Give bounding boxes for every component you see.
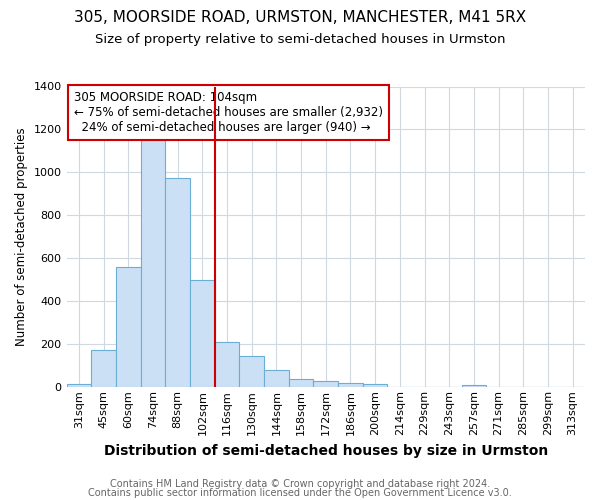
Bar: [289, 378, 313, 388]
Bar: [67, 384, 91, 388]
Bar: [116, 267, 140, 388]
Bar: [91, 350, 116, 388]
Text: Contains HM Land Registry data © Crown copyright and database right 2024.: Contains HM Land Registry data © Crown c…: [110, 479, 490, 489]
Text: 305 MOORSIDE ROAD: 104sqm
← 75% of semi-detached houses are smaller (2,932)
  24: 305 MOORSIDE ROAD: 104sqm ← 75% of semi-…: [74, 91, 383, 134]
X-axis label: Distribution of semi-detached houses by size in Urmston: Distribution of semi-detached houses by …: [104, 444, 548, 458]
Bar: [461, 385, 486, 388]
Bar: [165, 178, 190, 388]
Bar: [190, 280, 215, 388]
Text: 305, MOORSIDE ROAD, URMSTON, MANCHESTER, M41 5RX: 305, MOORSIDE ROAD, URMSTON, MANCHESTER,…: [74, 10, 526, 25]
Bar: [239, 356, 264, 388]
Bar: [338, 383, 363, 388]
Bar: [313, 381, 338, 388]
Bar: [140, 140, 165, 388]
Bar: [363, 384, 388, 388]
Text: Size of property relative to semi-detached houses in Urmston: Size of property relative to semi-detach…: [95, 32, 505, 46]
Text: Contains public sector information licensed under the Open Government Licence v3: Contains public sector information licen…: [88, 488, 512, 498]
Bar: [264, 370, 289, 388]
Y-axis label: Number of semi-detached properties: Number of semi-detached properties: [15, 128, 28, 346]
Bar: [215, 342, 239, 388]
